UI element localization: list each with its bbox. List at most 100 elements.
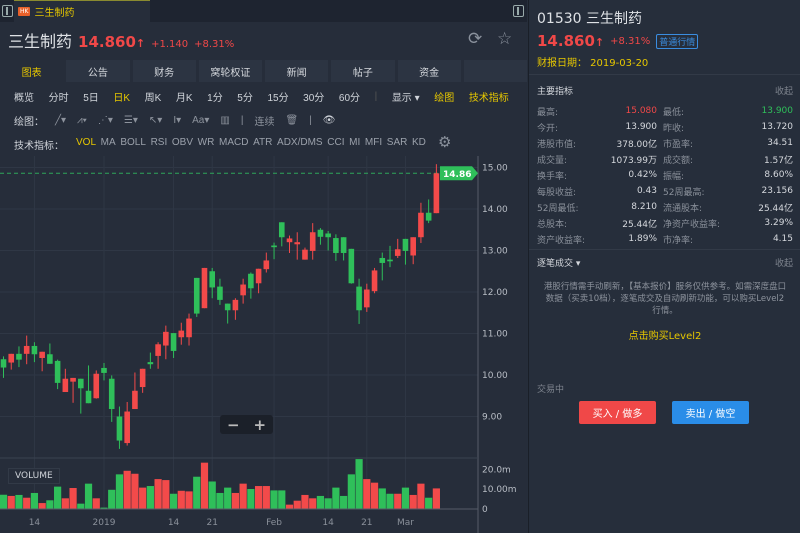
trade-ticks-dropdown[interactable]: 逐笔成交 ▾: [537, 259, 581, 269]
candle-body: [170, 333, 177, 351]
volume-bar: [146, 486, 154, 509]
arrow-tool-icon[interactable]: ↖▾: [148, 115, 163, 126]
draw-toggle[interactable]: 绘图: [434, 93, 455, 104]
sell-button[interactable]: 卖出 / 做空: [672, 401, 749, 424]
metric-row: 总股本: 25.44亿: [537, 215, 663, 231]
info-panel: 01530 三生制药 14.860↑ +8.31% 普通行情 财报日期： 201…: [528, 0, 800, 533]
volume-bar: [108, 489, 116, 509]
period-0[interactable]: 概览: [14, 93, 34, 104]
x-tick-label: Feb: [266, 518, 282, 528]
indicator-vol[interactable]: VOL: [76, 137, 97, 148]
period-4[interactable]: 周K: [144, 93, 162, 104]
period-10[interactable]: 60分: [338, 93, 361, 104]
volume-bar: [61, 498, 69, 509]
wave-tool-icon[interactable]: ⋰▾: [97, 115, 113, 126]
tab-4[interactable]: 新闻: [265, 60, 329, 82]
period-9[interactable]: 30分: [303, 93, 325, 104]
indicator-boll[interactable]: BOLL: [120, 137, 146, 148]
collapse-ticks-button[interactable]: 收起: [774, 259, 793, 269]
candle-body: [263, 260, 270, 270]
candle-body: [232, 299, 239, 311]
tab-1[interactable]: 公告: [66, 60, 130, 82]
period-1[interactable]: 分时: [48, 93, 69, 104]
refresh-icon[interactable]: ⟳: [468, 29, 483, 49]
volume-bar: [154, 479, 162, 509]
main-tabs: 图表 公告 财务 窝轮权证 新闻 帖子 资金: [0, 60, 527, 82]
metric-row: 成交额: 1.57亿: [663, 151, 799, 167]
trash-icon[interactable]: 🗑: [285, 115, 299, 126]
trading-status: 交易中: [537, 385, 565, 395]
volume-bar: [409, 494, 417, 509]
candle-body: [379, 257, 386, 263]
buy-button[interactable]: 买入 / 做多: [579, 401, 656, 424]
candle-body: [85, 390, 92, 404]
eye-icon[interactable]: 👁: [322, 115, 336, 126]
polyline-tool-icon[interactable]: ⩘▾: [77, 115, 87, 126]
candlestick-chart[interactable]: 15.00 14.00 13.00 12.00 11.00 10.00 9.00 14.86 2…: [0, 156, 527, 533]
indicator-kd[interactable]: KD: [412, 137, 426, 148]
indicator-macd[interactable]: MACD: [219, 137, 249, 148]
text-tool-icon[interactable]: Aa▾: [192, 115, 210, 126]
indicator-ma[interactable]: MA: [100, 137, 116, 148]
fib-tool-icon[interactable]: ☰▾: [123, 115, 138, 126]
volume-bar: [247, 489, 255, 509]
volume-bar: [254, 486, 263, 509]
candle-body: [302, 249, 308, 260]
volume-bar: [316, 495, 325, 509]
tab-0[interactable]: 图表: [0, 60, 64, 82]
volume-bar: [293, 500, 301, 509]
candle-body: [271, 245, 277, 248]
volume-tick-label: 0: [482, 505, 488, 515]
gear-icon[interactable]: ⚙: [438, 133, 452, 151]
indicator-rsi[interactable]: RSI: [150, 137, 168, 148]
quote-level-badge[interactable]: 普通行情: [656, 33, 699, 49]
indicator-mfi[interactable]: MFI: [364, 137, 383, 148]
indicator-obv[interactable]: OBV: [171, 137, 194, 148]
last-price: 14.860↑: [78, 33, 146, 51]
period-6[interactable]: 1分: [207, 93, 223, 104]
bars-tool-icon[interactable]: ▥: [220, 115, 230, 126]
tab-3[interactable]: 窝轮权证: [198, 60, 262, 82]
tab-5[interactable]: 帖子: [331, 60, 395, 82]
indicator-adx-dms[interactable]: ADX/DMS: [277, 137, 323, 148]
display-dropdown[interactable]: 显示 ▾: [391, 93, 420, 104]
metric-label: 52周最低:: [537, 203, 579, 214]
indicators-toggle[interactable]: 技术指标: [468, 93, 509, 104]
indicator-sar[interactable]: SAR: [386, 137, 408, 148]
period-3[interactable]: 日K: [113, 93, 131, 104]
indicator-wr[interactable]: WR: [197, 137, 215, 148]
zoom-out-button[interactable]: −: [226, 415, 240, 434]
y-tick-label: 9.00: [482, 413, 502, 423]
star-icon[interactable]: ☆: [497, 29, 513, 49]
period-8[interactable]: 15分: [267, 93, 289, 104]
collapse-metrics-button[interactable]: 收起: [774, 87, 793, 97]
indicator-atr[interactable]: ATR: [253, 137, 273, 148]
x-tick-label: 14: [322, 518, 334, 528]
zoom-in-button[interactable]: +: [253, 415, 267, 434]
x-tick-label: 21: [206, 518, 217, 528]
metric-value: 378.00亿: [616, 139, 658, 150]
toggle-left-panel-icon[interactable]: [2, 5, 13, 17]
measure-tool-icon[interactable]: I▾: [173, 115, 182, 126]
line-tool-icon[interactable]: ╱▾: [55, 115, 67, 126]
indicator-cci[interactable]: CCI: [327, 137, 345, 148]
x-tick-label: 2019: [93, 518, 116, 528]
continuous-toggle[interactable]: 连续: [254, 117, 275, 128]
period-7[interactable]: 5分: [237, 93, 253, 104]
metric-row: 52周最高: 23.156: [663, 183, 799, 199]
volume-bar: [177, 490, 185, 509]
buy-level2-link[interactable]: 点击购买Level2: [628, 331, 702, 342]
x-tick-label: 14: [168, 518, 180, 528]
candle-body: [317, 229, 324, 237]
candle-body: [108, 378, 115, 410]
period-5[interactable]: 月K: [175, 93, 193, 104]
stock-tab[interactable]: HK 三生制药: [14, 0, 150, 22]
period-2[interactable]: 5日: [83, 93, 99, 104]
tab-7[interactable]: [463, 60, 527, 82]
tab-6[interactable]: 资金: [397, 60, 461, 82]
candle-body: [155, 344, 161, 356]
volume-bar: [216, 492, 224, 509]
tab-2[interactable]: 财务: [132, 60, 196, 82]
toggle-right-panel-icon[interactable]: [513, 5, 524, 17]
indicator-mi[interactable]: MI: [349, 137, 361, 148]
